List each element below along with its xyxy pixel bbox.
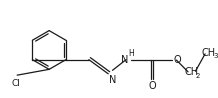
Text: 2: 2 xyxy=(196,73,200,79)
Text: H: H xyxy=(129,49,134,58)
Text: N: N xyxy=(121,55,129,65)
Text: N: N xyxy=(109,75,117,85)
Text: O: O xyxy=(148,81,156,91)
Text: CH: CH xyxy=(184,67,199,77)
Text: 3: 3 xyxy=(213,53,218,59)
Text: O: O xyxy=(173,55,181,65)
Text: Cl: Cl xyxy=(12,79,21,88)
Text: CH: CH xyxy=(202,48,216,58)
